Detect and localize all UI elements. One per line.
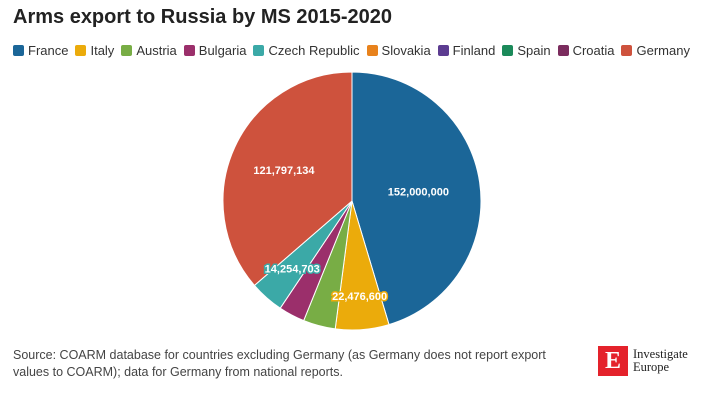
legend-swatch bbox=[502, 45, 514, 56]
legend-item-finland[interactable]: Finland bbox=[437, 43, 496, 58]
legend-item-croatia[interactable]: Croatia bbox=[557, 43, 615, 58]
legend-label: Italy bbox=[90, 43, 115, 58]
legend-label: Finland bbox=[452, 43, 496, 58]
legend-label: France bbox=[28, 43, 69, 58]
logo-line-2: Europe bbox=[633, 360, 670, 374]
chart-title: Arms export to Russia by MS 2015-2020 bbox=[13, 6, 393, 28]
pie-slice-france[interactable] bbox=[351, 71, 482, 326]
data-label-germany: 121,797,134 bbox=[253, 165, 315, 177]
source-note: Source: COARM database for countries exc… bbox=[13, 348, 546, 379]
chart-legend: France Italy Austria Bulgaria Czech Republic… bbox=[13, 43, 697, 58]
legend-label: Austria bbox=[136, 43, 177, 58]
data-label-czech-republic: 14,254,703 bbox=[265, 264, 320, 276]
legend-swatch bbox=[253, 45, 265, 56]
pie-slice-germany[interactable] bbox=[222, 71, 353, 287]
legend-item-italy[interactable]: Italy bbox=[75, 43, 114, 58]
legend-item-austria[interactable]: Austria bbox=[121, 43, 177, 58]
legend-label: Germany bbox=[636, 43, 690, 58]
legend-label: Croatia bbox=[572, 43, 615, 58]
legend-label: Bulgaria bbox=[198, 43, 247, 58]
data-label-italy: 22,476,600 bbox=[332, 291, 387, 303]
investigate-europe-logo: E Investigate Europe bbox=[598, 346, 688, 376]
legend-item-czech-republic[interactable]: Czech Republic bbox=[253, 43, 360, 58]
pie-chart: 152,000,000 22,476,600 14,254,703 121,797,1… bbox=[222, 71, 482, 331]
legend-item-france[interactable]: France bbox=[13, 43, 68, 58]
legend-swatch bbox=[366, 45, 378, 56]
legend-swatch bbox=[621, 45, 633, 56]
legend-swatch bbox=[557, 45, 569, 56]
legend-item-spain[interactable]: Spain bbox=[502, 43, 551, 58]
legend-label: Czech Republic bbox=[268, 43, 360, 58]
legend-label: Slovakia bbox=[381, 43, 431, 58]
legend-swatch bbox=[13, 45, 24, 56]
logo-line-1: Investigate bbox=[633, 347, 688, 361]
legend-label: Spain bbox=[517, 43, 551, 58]
legend-swatch bbox=[437, 45, 449, 56]
legend-swatch bbox=[183, 45, 195, 56]
legend-swatch bbox=[75, 45, 87, 56]
logo-mark: E bbox=[598, 346, 628, 376]
data-label-france: 152,000,000 bbox=[388, 186, 449, 198]
legend-item-slovakia[interactable]: Slovakia bbox=[366, 43, 431, 58]
logo-text: Investigate Europe bbox=[633, 348, 688, 374]
legend-item-bulgaria[interactable]: Bulgaria bbox=[183, 43, 247, 58]
legend-swatch bbox=[121, 45, 133, 56]
legend-item-germany[interactable]: Germany bbox=[621, 43, 690, 58]
